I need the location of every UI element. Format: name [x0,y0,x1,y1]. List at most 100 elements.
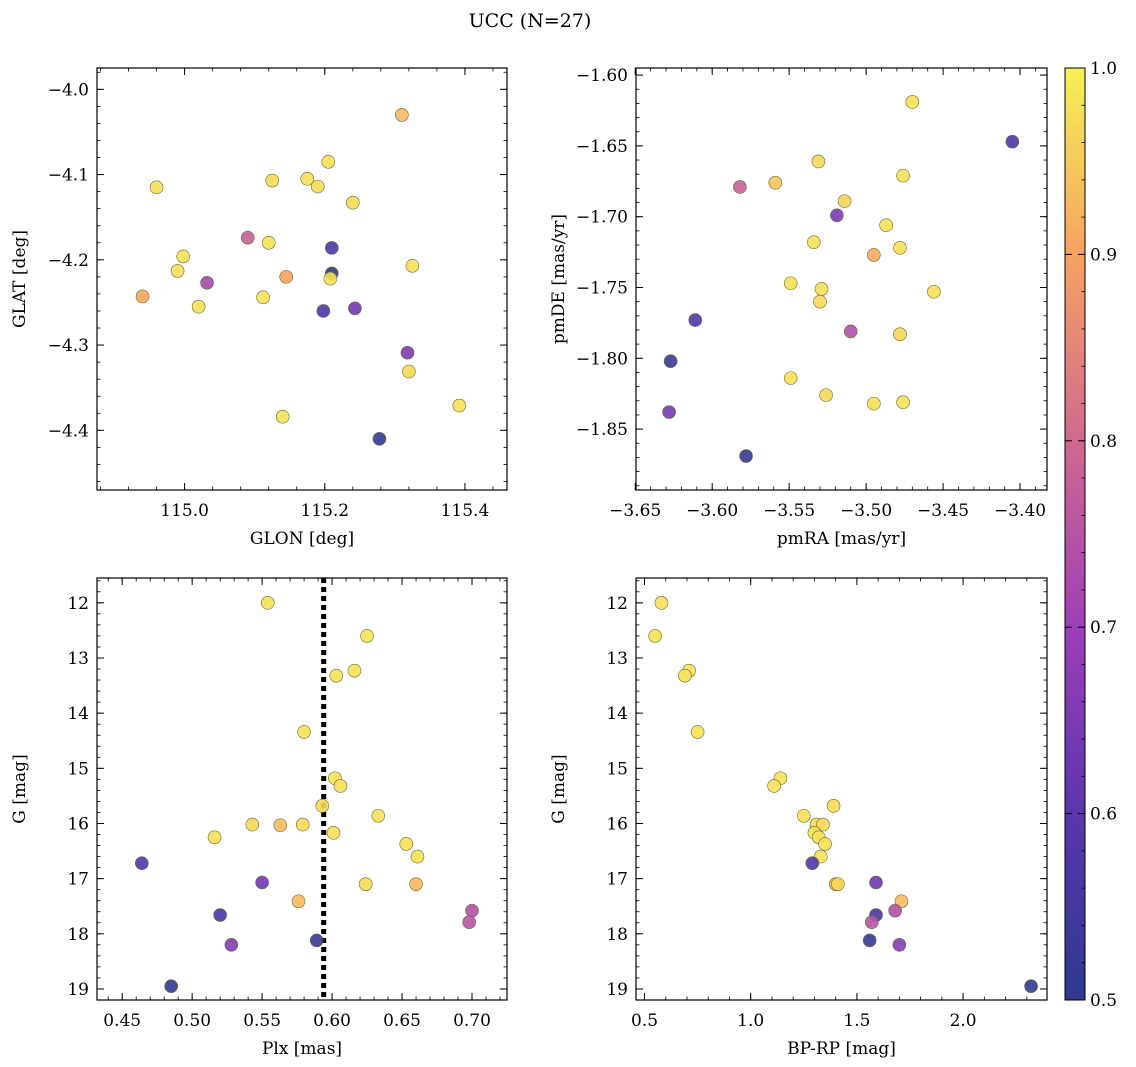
data-point [888,903,902,918]
data-point [358,877,373,891]
data-point [207,830,222,845]
y-tick-label: 15 [67,759,89,779]
data-point [893,241,907,255]
data-point [662,405,676,419]
data-point [465,903,479,918]
data-point [310,179,325,194]
colorbar: 0.5 0.6 0.7 0.8 0.9 1.0 [1064,59,1117,1011]
data-point [149,180,164,195]
x-tick-label: 1.0 [737,1011,764,1031]
data-point [843,324,858,339]
colorbar-gradient [1064,67,1086,1001]
y-tick-label: 17 [67,870,89,890]
data-point [893,327,907,342]
data-point [811,154,826,169]
panel-1: 115.0 115.2 115.4 −4.0 −4.1 −4.2 −4.3 −4.4 GLON … [10,67,508,549]
data-point [170,264,185,278]
data-point [260,596,275,610]
data-point [240,230,255,245]
x-tick-label: −3.50 [840,501,892,521]
data-point [213,908,227,922]
data-point [323,271,338,286]
y-tick-label: −1.80 [576,349,628,369]
y-tick-label: −4.4 [48,421,89,441]
x-tick-label: −3.55 [763,501,815,521]
data-point [867,248,881,262]
data-point [316,304,331,318]
panels: 115.0 115.2 115.4 −4.0 −4.1 −4.2 −4.3 −4.4 GLON … [10,66,1048,1059]
data-point [279,270,294,284]
x-tick-label: −3.45 [917,501,969,521]
data-point [135,289,150,304]
data-point [806,235,821,249]
data-point [176,249,191,264]
data-point [134,856,149,870]
data-point [837,194,852,208]
data-point [360,629,374,643]
x-axis-label: BP-RP [mag] [787,1039,896,1059]
data-point [265,173,280,188]
data-point [783,276,798,291]
x-tick-label: 115.2 [300,501,349,521]
y-tick-label: 17 [606,870,628,890]
data-point [321,154,336,169]
data-point [818,837,832,851]
colorbar-tick-label: 0.5 [1090,991,1117,1011]
data-point [291,894,306,909]
data-point [295,817,310,832]
data-point [309,933,324,948]
data-point [326,826,341,840]
data-point [733,180,747,194]
data-point [348,301,362,316]
y-tick-label: 13 [606,649,628,669]
data-point [409,877,423,891]
data-point [869,875,883,890]
data-point [315,799,330,813]
y-tick-label: 13 [67,649,89,669]
data-point [372,432,387,446]
plot-frame [635,577,1048,1001]
data-point [826,799,841,813]
y-tick-label: 19 [606,980,628,1000]
data-point [347,663,362,678]
data-point [768,175,783,190]
data-point [864,915,879,930]
y-tick-label: 16 [606,814,628,834]
data-point [245,817,260,832]
data-point [273,818,288,832]
data-point [688,313,703,327]
y-tick-label: 18 [606,925,628,945]
y-tick-label: −1.70 [576,208,628,228]
x-axis-label: GLON [deg] [250,529,354,549]
data-point [862,933,877,948]
x-tick-label: 0.60 [313,1011,351,1031]
data-point [405,258,420,273]
plot-frame [96,67,508,491]
data-point [402,364,416,379]
data-point [896,395,910,410]
data-point [663,354,678,368]
data-point [867,396,881,411]
y-tick-label: −4.3 [48,336,89,356]
data-point [452,398,467,413]
y-tick-label: 12 [67,594,89,614]
y-tick-label: 18 [67,925,89,945]
colorbar-tick-label: 0.8 [1090,432,1117,452]
data-point [346,195,360,210]
y-tick-label: 19 [67,980,89,1000]
data-point [256,290,270,305]
data-point [164,979,178,994]
x-axis-label: pmRA [mas/yr] [777,529,906,549]
y-tick-label: −1.65 [576,137,628,157]
x-tick-label: 0.65 [383,1011,421,1031]
x-tick-label: 0.5 [631,1011,658,1031]
data-point [905,95,920,109]
x-tick-label: 0.45 [103,1011,141,1031]
figure-title: UCC (N=27) [469,10,592,32]
colorbar-tick-label: 0.9 [1090,245,1117,265]
data-point [739,449,753,463]
panel-3: 0.45 0.50 0.55 0.60 0.65 0.70 12 13 14 15 16 17 18 19… [10,577,508,1059]
data-point [805,856,820,870]
panel-4: 0.5 1.0 1.5 2.0 12 13 14 15 16 17 18 19 BP-RP [mag] G… [549,577,1048,1059]
